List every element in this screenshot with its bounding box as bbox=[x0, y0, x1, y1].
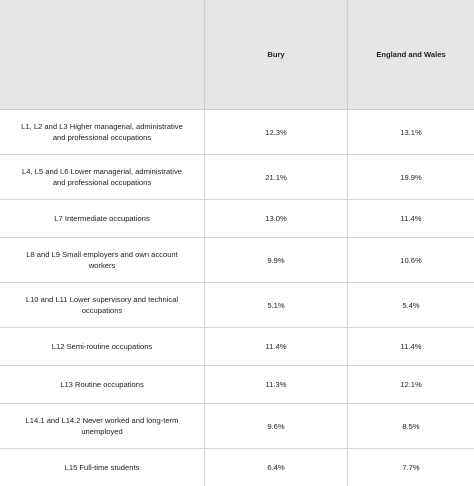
bury-value: 21.1% bbox=[205, 155, 348, 200]
bury-value: 9.9% bbox=[205, 238, 348, 283]
header-bury: Bury bbox=[205, 0, 348, 110]
row-label: L10 and L11 Lower supervisory and techni… bbox=[0, 283, 205, 328]
header-england-and-wales: England and Wales bbox=[348, 0, 474, 110]
england-wales-value: 8.5% bbox=[348, 404, 474, 449]
row-label: L13 Routine occupations bbox=[0, 366, 205, 404]
england-wales-value: 11.4% bbox=[348, 328, 474, 366]
row-label: L8 and L9 Small employers and own accoun… bbox=[0, 238, 205, 283]
row-label: L12 Semi-routine occupations bbox=[0, 328, 205, 366]
bury-value: 9.6% bbox=[205, 404, 348, 449]
row-label: L1, L2 and L3 Higher managerial, adminis… bbox=[0, 110, 205, 155]
row-label: L15 Full-time students bbox=[0, 449, 205, 486]
england-wales-value: 5.4% bbox=[348, 283, 474, 328]
header-empty-cell bbox=[0, 0, 205, 110]
england-wales-value: 10.6% bbox=[348, 238, 474, 283]
bury-value: 6.4% bbox=[205, 449, 348, 486]
england-wales-value: 12.1% bbox=[348, 366, 474, 404]
england-wales-value: 7.7% bbox=[402, 463, 420, 472]
row-label: L4, L5 and L6 Lower managerial, administ… bbox=[0, 155, 205, 200]
bury-value: 12.3% bbox=[205, 110, 348, 155]
bury-value: 5.1% bbox=[205, 283, 348, 328]
bury-value: 13.0% bbox=[205, 200, 348, 238]
england-wales-value: 19.9% bbox=[348, 155, 474, 200]
bury-value: 11.3% bbox=[205, 366, 348, 404]
england-wales-value: 11.4% bbox=[348, 200, 474, 238]
bury-value: 11.4% bbox=[205, 328, 348, 366]
row-label: L7 Intermediate occupations bbox=[0, 200, 205, 238]
england-wales-value: 13.1% bbox=[348, 110, 474, 155]
row-label: L14.1 and L14.2 Never worked and long-te… bbox=[0, 404, 205, 449]
